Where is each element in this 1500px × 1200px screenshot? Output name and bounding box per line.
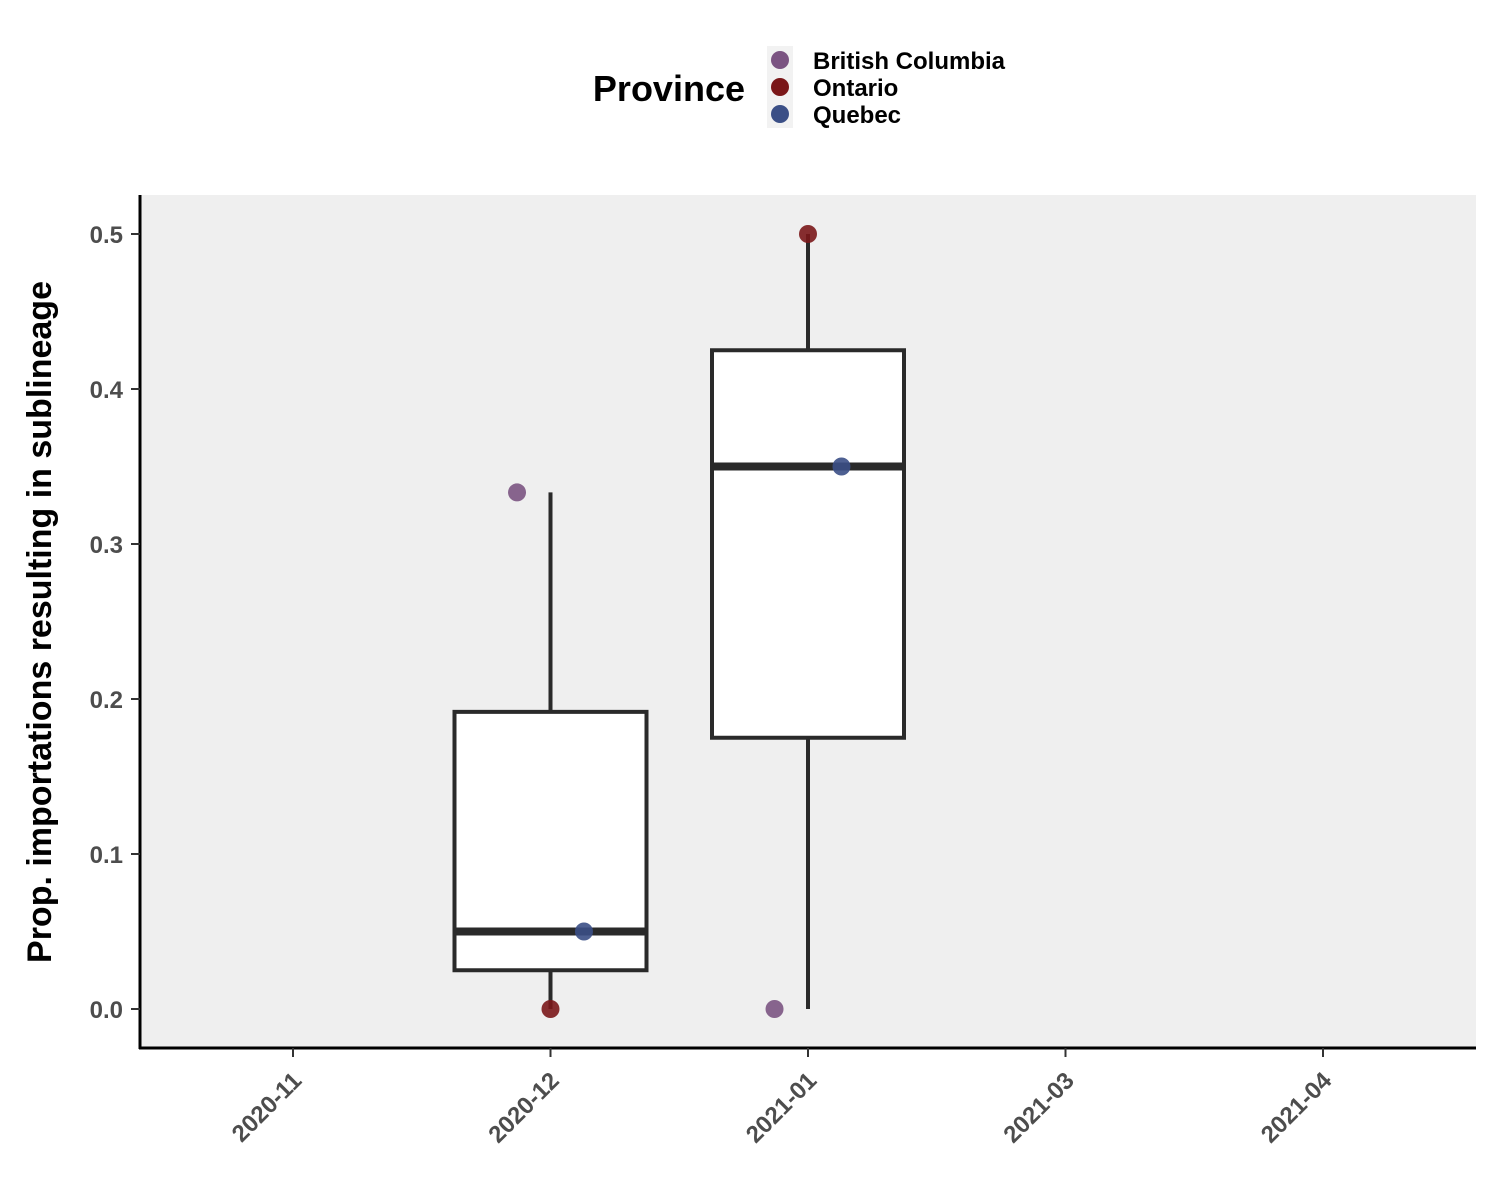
data-points	[508, 225, 851, 1018]
x-tick-label: 2021-03	[998, 1067, 1079, 1148]
y-tick-label: 0.3	[90, 532, 123, 559]
point-ontario	[541, 1000, 560, 1018]
legend-key-british-columbia	[771, 51, 789, 69]
point-quebec	[574, 922, 593, 941]
box-iqr	[710, 348, 906, 740]
x-axis-ticks: 2020-11 2020-12 2021-01 2021-03 2021-04	[227, 1048, 1338, 1149]
legend-label-british-columbia: British Columbia	[813, 48, 1006, 75]
point-ontario	[799, 225, 817, 243]
boxplot-2020-12	[452, 492, 649, 1009]
y-tick-label: 0.1	[90, 842, 123, 869]
point-british-columbia	[508, 483, 527, 502]
x-tick-label: 2021-01	[741, 1067, 822, 1148]
boxplots	[452, 234, 906, 1009]
x-tick-label: 2021-04	[1256, 1067, 1338, 1149]
point-british-columbia	[765, 1000, 784, 1018]
point-quebec	[832, 457, 851, 476]
boxplot-2021-01	[710, 234, 906, 1009]
box-iqr	[452, 709, 649, 973]
legend-title: Province	[593, 68, 745, 109]
y-axis-ticks: 0.0 0.1 0.2 0.3 0.4 0.5	[90, 222, 140, 1024]
y-axis-title: Prop. importations resulting in sublinea…	[21, 281, 59, 963]
legend-key-quebec	[771, 105, 789, 123]
y-tick-label: 0.2	[90, 687, 123, 714]
x-tick-label: 2020-12	[483, 1067, 564, 1148]
y-tick-label: 0.0	[90, 997, 123, 1024]
y-tick-label: 0.5	[90, 222, 123, 249]
y-tick-label: 0.4	[90, 377, 124, 404]
legend-key-ontario	[771, 78, 789, 96]
legend-label-ontario: Ontario	[813, 75, 898, 102]
legend-label-quebec: Quebec	[813, 102, 901, 129]
x-tick-label: 2020-11	[227, 1067, 307, 1147]
